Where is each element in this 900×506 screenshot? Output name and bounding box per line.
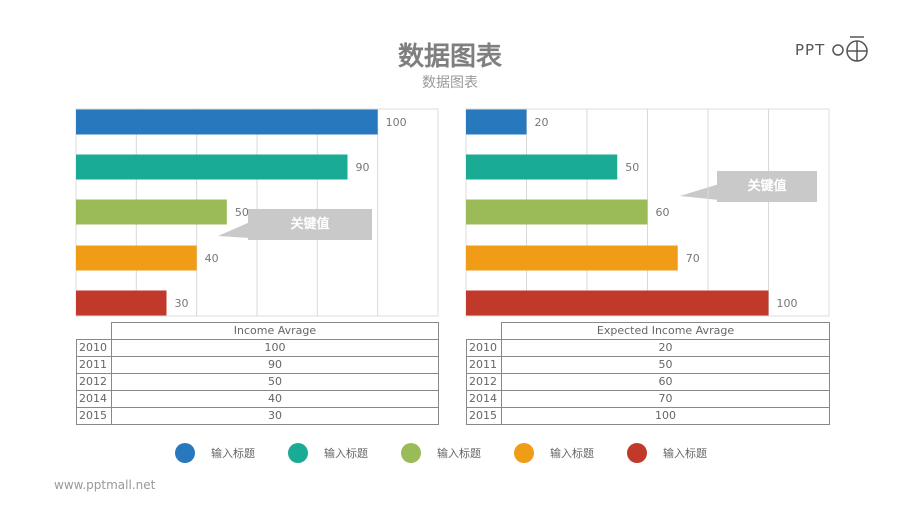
table-row: 2010 100 [76, 339, 439, 357]
year-cell: 2010 [76, 339, 112, 357]
value-cell: 100 [111, 339, 439, 357]
bar [466, 199, 648, 225]
legend-dot-icon [514, 443, 534, 463]
logo: PPT [793, 33, 873, 69]
value-cell: 50 [501, 356, 830, 374]
data-label: 40 [205, 252, 219, 265]
table-header: Expected Income Avrage [501, 322, 830, 340]
table-header: Income Avrage [111, 322, 439, 340]
data-label: 70 [686, 252, 700, 265]
callout-left: 关键值 [248, 209, 372, 240]
table-row: 2015 100 [466, 407, 830, 425]
legend-label: 输入标题 [437, 447, 481, 460]
table-row: 2012 60 [466, 373, 830, 391]
value-cell: 90 [111, 356, 439, 374]
bar [466, 290, 769, 316]
table-right: Expected Income Avrage 2010 20 2011 50 2012 60… [466, 322, 830, 425]
bar [466, 245, 678, 271]
legend-item: 输入标题 [175, 443, 288, 463]
legend-dot-icon [175, 443, 195, 463]
table-row: 2011 50 [466, 356, 830, 374]
callout-tail [218, 222, 250, 238]
legend-dot-icon [627, 443, 647, 463]
value-cell: 100 [501, 407, 830, 425]
legend-item: 输入标题 [401, 443, 514, 463]
data-label: 50 [625, 161, 639, 174]
value-cell: 20 [501, 339, 830, 357]
year-cell: 2014 [466, 390, 502, 408]
table-row: 2012 50 [76, 373, 439, 391]
table-left: Income Avrage 2010 100 2011 90 2012 50 2014 40 20… [76, 322, 439, 425]
legend-dot-icon [401, 443, 421, 463]
table-corner [467, 323, 502, 340]
value-cell: 30 [111, 407, 439, 425]
legend-label: 输入标题 [663, 447, 707, 460]
value-cell: 60 [501, 373, 830, 391]
data-label: 90 [356, 161, 370, 174]
bar [466, 109, 527, 135]
bar [76, 109, 378, 135]
bar [76, 154, 348, 180]
bar [76, 245, 197, 271]
table-row: 2014 70 [466, 390, 830, 408]
year-cell: 2010 [466, 339, 502, 357]
table-row: 2015 30 [76, 407, 439, 425]
table-row: 2010 20 [466, 339, 830, 357]
year-cell: 2014 [76, 390, 112, 408]
page-subtitle: 数据图表 [422, 75, 478, 91]
year-cell: 2015 [76, 407, 112, 425]
legend-label: 输入标题 [550, 447, 594, 460]
data-label: 100 [386, 116, 407, 129]
bar [76, 199, 227, 225]
legend-item: 输入标题 [288, 443, 401, 463]
footer-url: www.pptmall.net [54, 478, 156, 492]
bar [466, 154, 618, 180]
table-corner [77, 323, 112, 340]
data-label: 60 [656, 206, 670, 219]
page-title: 数据图表 [397, 42, 502, 72]
legend-label: 输入标题 [211, 447, 255, 460]
data-label: 100 [777, 297, 798, 310]
value-cell: 70 [501, 390, 830, 408]
legend-label: 输入标题 [324, 447, 368, 460]
year-cell: 2011 [76, 356, 112, 374]
year-cell: 2015 [466, 407, 502, 425]
legend-item: 输入标题 [514, 443, 627, 463]
svg-text:PPT: PPT [795, 41, 825, 59]
data-label: 20 [535, 116, 549, 129]
year-cell: 2012 [76, 373, 112, 391]
legend: 输入标题 输入标题 输入标题 输入标题 输入标题 [175, 443, 740, 463]
callout-tail [680, 184, 719, 200]
data-label: 50 [235, 206, 249, 219]
legend-item: 输入标题 [627, 443, 740, 463]
callout-right: 关键值 [717, 171, 817, 202]
bar [76, 290, 167, 316]
year-cell: 2012 [466, 373, 502, 391]
legend-dot-icon [288, 443, 308, 463]
data-label: 30 [175, 297, 189, 310]
logo-icon: PPT [795, 36, 868, 62]
year-cell: 2011 [466, 356, 502, 374]
value-cell: 40 [111, 390, 439, 408]
value-cell: 50 [111, 373, 439, 391]
table-row: 2014 40 [76, 390, 439, 408]
table-row: 2011 90 [76, 356, 439, 374]
